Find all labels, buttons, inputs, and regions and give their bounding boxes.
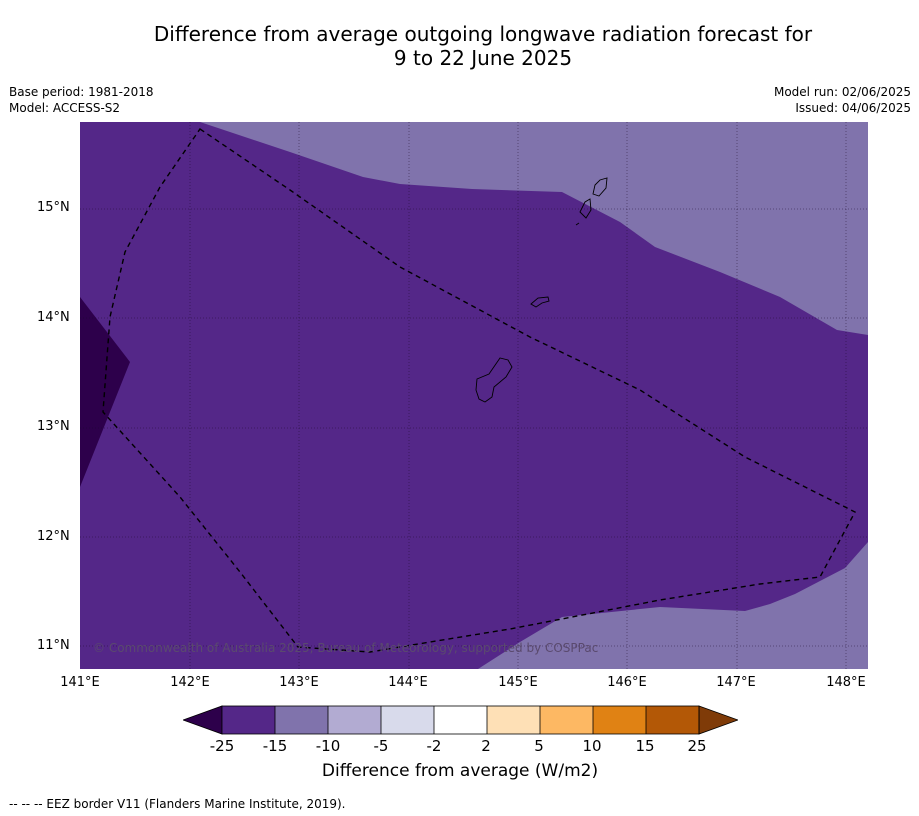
colorbar-arrow-low xyxy=(181,705,223,735)
issued-date: Issued: 04/06/2025 xyxy=(795,101,911,115)
colorbar-tick-2: -10 xyxy=(315,737,341,755)
map-panel xyxy=(80,122,868,669)
eez-border xyxy=(102,128,856,653)
anomaly-region-left xyxy=(80,297,130,487)
colorbar-tick-6: 5 xyxy=(534,737,544,755)
colorbar xyxy=(181,705,740,735)
colorbar-title: Difference from average (W/m2) xyxy=(321,761,599,781)
colorbar-swatch-1 xyxy=(222,706,275,734)
colorbar-swatch-3 xyxy=(328,706,381,734)
colorbar-swatch-4 xyxy=(381,706,434,734)
lat-label-12n: 12°N xyxy=(37,529,70,544)
base-period: Base period: 1981-2018 xyxy=(9,85,154,99)
colorbar-tick-0: -25 xyxy=(209,737,235,755)
title-line-2: 9 to 22 June 2025 xyxy=(393,46,573,70)
colorbar-tick-9: 25 xyxy=(687,737,707,755)
lat-label-15n: 15°N xyxy=(37,200,70,215)
lat-label-14n: 14°N xyxy=(37,310,70,325)
model-name: Model: ACCESS-S2 xyxy=(9,101,121,115)
lon-label-148e: 148°E xyxy=(826,675,866,690)
lat-label-13n: 13°N xyxy=(37,419,70,434)
lon-label-145e: 145°E xyxy=(498,675,538,690)
lon-label-142e: 142°E xyxy=(170,675,210,690)
model-run: Model run: 02/06/2025 xyxy=(773,85,911,99)
colorbar-swatch-8 xyxy=(593,706,646,734)
colorbar-swatch-9 xyxy=(646,706,699,734)
colorbar-tick-5: 2 xyxy=(481,737,491,755)
lat-label-11n: 11°N xyxy=(37,638,70,653)
lon-label-141e: 141°E xyxy=(60,675,100,690)
meta-left: Base period: 1981-2018 Model: ACCESS-S2 xyxy=(9,84,154,116)
meta-right: Model run: 02/06/2025 Issued: 04/06/2025 xyxy=(774,84,911,116)
lon-label-144e: 144°E xyxy=(388,675,428,690)
island-rota xyxy=(530,296,550,308)
map-title: Difference from average outgoing longwav… xyxy=(60,22,906,70)
colorbar-tick-3: -5 xyxy=(373,737,389,755)
island-guam xyxy=(475,357,513,403)
islands xyxy=(475,177,608,403)
colorbar-swatch-5 xyxy=(434,706,487,734)
colorbar-tick-4: -2 xyxy=(426,737,442,755)
colorbar-tick-7: 10 xyxy=(582,737,602,755)
island-tinian xyxy=(579,198,592,219)
anomaly-region-bottom-right xyxy=(478,542,868,669)
lon-label-147e: 147°E xyxy=(716,675,756,690)
colorbar-tick-8: 15 xyxy=(635,737,655,755)
lon-label-143e: 143°E xyxy=(279,675,319,690)
copyright-notice: © Commonwealth of Australia 2025, Bureau… xyxy=(93,641,599,655)
colorbar-swatch-6 xyxy=(487,706,540,734)
island-aguijan xyxy=(575,222,580,226)
colorbar-arrow-high xyxy=(698,705,740,735)
island-saipan xyxy=(592,177,608,197)
title-line-1: Difference from average outgoing longwav… xyxy=(153,22,813,46)
colorbar-tick-1: -15 xyxy=(262,737,288,755)
anomaly-region-top-right xyxy=(200,122,868,335)
gridlines xyxy=(80,122,868,669)
colorbar-swatch-7 xyxy=(540,706,593,734)
colorbar-swatch-2 xyxy=(275,706,328,734)
eez-legend-note: -- -- -- EEZ border V11 (Flanders Marine… xyxy=(9,797,346,811)
lon-label-146e: 146°E xyxy=(607,675,647,690)
